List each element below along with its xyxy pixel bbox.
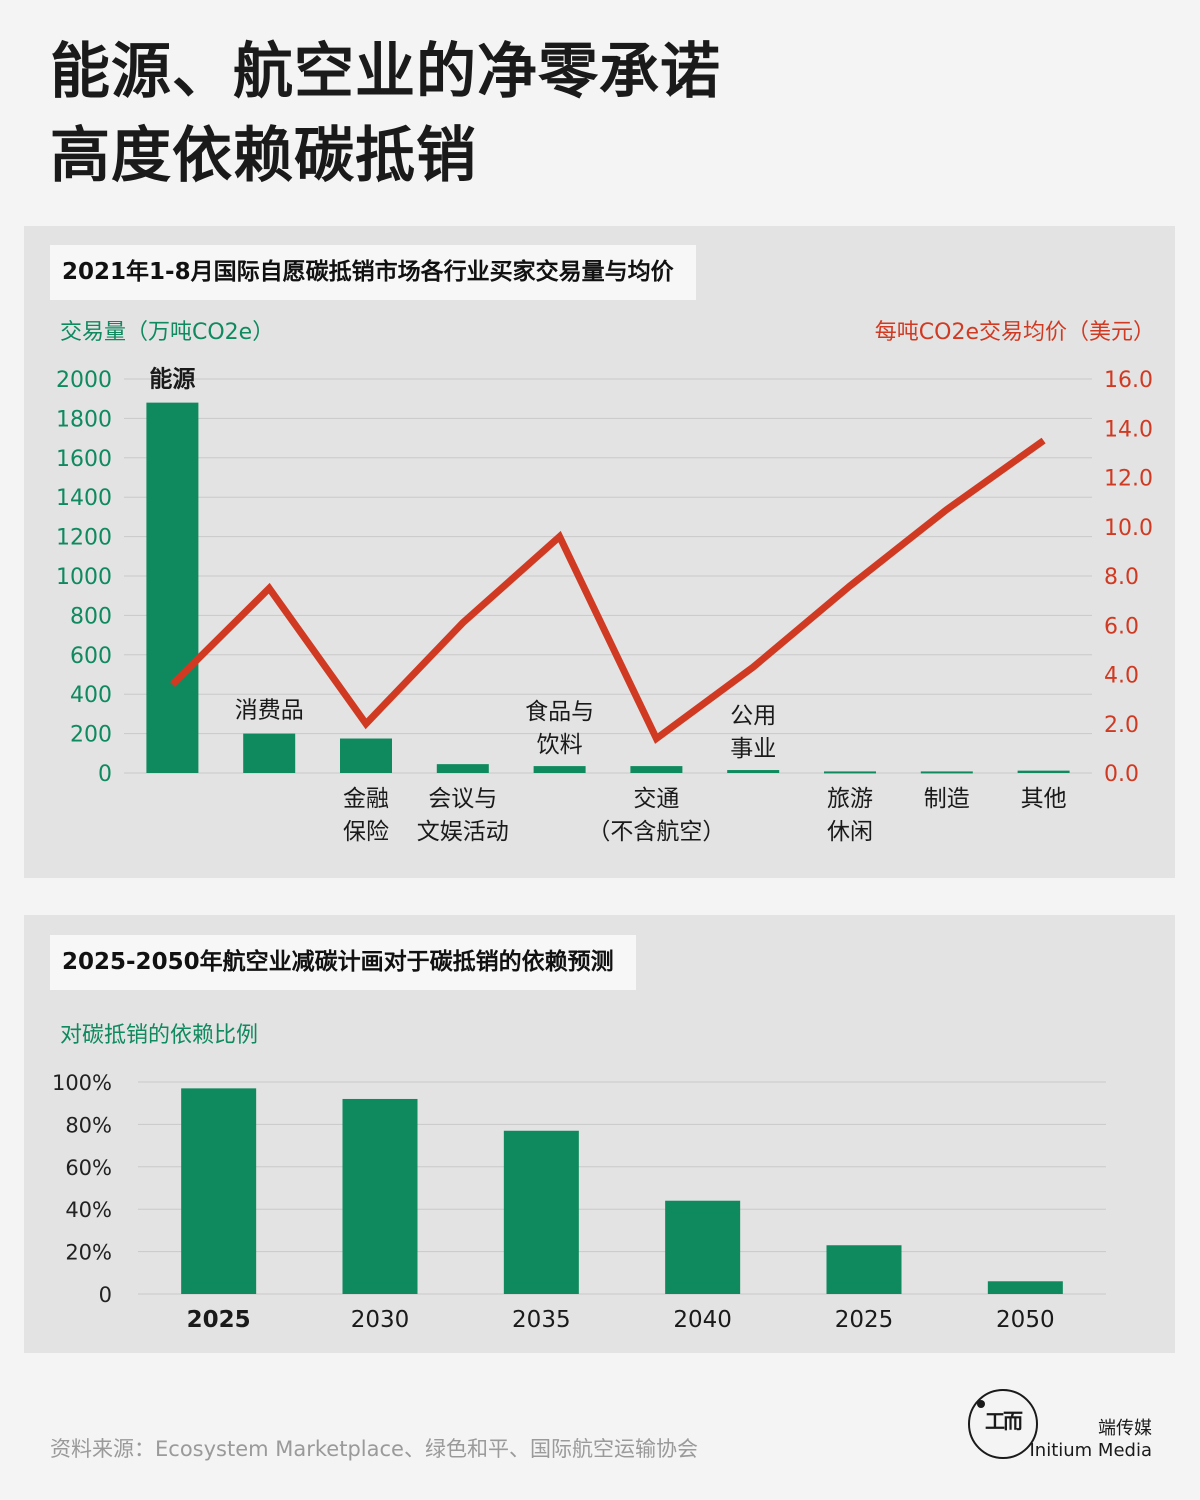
volume-bar: [630, 766, 683, 773]
category-label: （不含航空）: [587, 819, 725, 845]
year-label: 2025: [835, 1307, 894, 1333]
price-tick-label: 14.0: [1104, 417, 1153, 442]
category-label: 金融: [343, 786, 389, 812]
category-label: 休闲: [827, 819, 873, 845]
volume-bar: [436, 764, 489, 773]
price-tick-label: 16.0: [1104, 368, 1153, 393]
brand-name-en: Initium Media: [1029, 1440, 1152, 1461]
price-tick-label: 12.0: [1104, 467, 1153, 492]
logo-glyph: 工而: [985, 1409, 1023, 1433]
volume-tick-label: 1200: [56, 526, 112, 551]
category-label: 旅游: [827, 786, 873, 812]
year-label: 2035: [512, 1307, 571, 1333]
category-label: 食品与: [525, 699, 594, 725]
category-label: 会议与: [428, 786, 497, 812]
volume-bar: [146, 402, 199, 773]
headline-line-1: 能源、航空业的净零承诺: [50, 37, 721, 107]
category-label: 交通: [633, 786, 679, 812]
volume-tick-label: 2000: [56, 368, 112, 393]
year-label: 2040: [673, 1307, 732, 1333]
headline: 能源、航空业的净零承诺 高度依赖碳抵销: [50, 30, 721, 198]
price-line: [169, 437, 1046, 744]
volume-tick-label: 600: [70, 644, 112, 669]
volume-axis-title: 交易量（万吨CO2e）: [60, 320, 275, 345]
sector-chart-title: 2021年1-8月国际自愿碳抵销市场各行业买家交易量与均价: [50, 245, 696, 300]
volume-bar: [920, 771, 973, 774]
volume-bar: [1017, 770, 1070, 773]
dependency-tick-label: 100%: [52, 1071, 112, 1095]
volume-tick-label: 1000: [56, 565, 112, 590]
volume-bar: [824, 771, 876, 774]
logo-dot-icon: [977, 1400, 985, 1408]
category-label: 其他: [1021, 786, 1067, 812]
dependency-tick-label: 40%: [65, 1198, 112, 1222]
volume-tick-label: 1600: [56, 447, 112, 472]
price-axis-title: 每吨CO2e交易均价（美元）: [874, 320, 1155, 345]
dependency-bar: [503, 1130, 579, 1294]
dependency-bar: [342, 1098, 418, 1294]
volume-tick-label: 0: [98, 762, 112, 787]
aviation-chart-panel: 2025-2050年航空业减碳计画对于碳抵销的依赖预测 对碳抵销的依赖比例 0 2…: [24, 915, 1175, 1353]
initium-logo: 工而: [968, 1389, 1038, 1459]
headline-line-2: 高度依赖碳抵销: [50, 121, 477, 191]
category-label: 制造: [924, 786, 970, 812]
category-label: 能源: [149, 366, 195, 393]
dependency-bar: [826, 1245, 902, 1294]
dependency-tick-label: 80%: [65, 1113, 112, 1137]
dependency-axis-title: 对碳抵销的依赖比例: [60, 1023, 259, 1048]
volume-bar: [243, 733, 296, 773]
price-tick-label: 6.0: [1104, 614, 1139, 639]
category-label: 消费品: [235, 698, 304, 724]
volume-tick-label: 400: [70, 683, 112, 708]
volume-tick-label: 800: [70, 604, 112, 629]
volume-bar: [533, 766, 586, 773]
dependency-tick-label: 60%: [65, 1156, 112, 1180]
source-note: 资料来源：Ecosystem Marketplace、绿色和平、国际航空运输协会: [50, 1437, 698, 1461]
year-label: 2025: [187, 1307, 251, 1333]
volume-bar: [340, 738, 392, 773]
volume-tick-label: 1400: [56, 486, 112, 511]
dependency-bar: [987, 1281, 1063, 1294]
dependency-tick-label: 0: [99, 1283, 112, 1307]
dependency-bar: [181, 1088, 257, 1294]
year-label: 2050: [996, 1307, 1055, 1333]
dependency-bar: [665, 1200, 741, 1294]
category-label: 文娱活动: [417, 819, 509, 845]
volume-tick-label: 1800: [56, 407, 112, 432]
dependency-tick-label: 20%: [65, 1241, 112, 1265]
aviation-chart: 0 20% 40% 60% 80% 100% 2025 2030 2035 2040 2025 205…: [52, 1071, 1106, 1333]
aviation-chart-title: 2025-2050年航空业减碳计画对于碳抵销的依赖预测: [50, 935, 636, 990]
category-label: 保险: [343, 819, 389, 845]
sector-chart: 0 200 400 600 800 1000 1200 1400 1600 1800 2000 0.0…: [56, 366, 1153, 845]
volume-tick-label: 200: [70, 723, 112, 748]
volume-bar: [727, 770, 780, 773]
brand-name-cn: 端传媒: [1098, 1418, 1152, 1439]
year-label: 2030: [351, 1307, 410, 1333]
price-tick-label: 2.0: [1104, 713, 1139, 738]
price-tick-label: 0.0: [1104, 762, 1139, 787]
category-label: 公用: [730, 703, 776, 729]
price-tick-label: 4.0: [1104, 664, 1139, 689]
sector-chart-panel: 2021年1-8月国际自愿碳抵销市场各行业买家交易量与均价 交易量（万吨CO2e…: [24, 226, 1175, 878]
category-label: 事业: [730, 736, 776, 762]
price-tick-label: 10.0: [1104, 516, 1153, 541]
category-label: 饮料: [537, 732, 583, 758]
price-tick-label: 8.0: [1104, 565, 1139, 590]
